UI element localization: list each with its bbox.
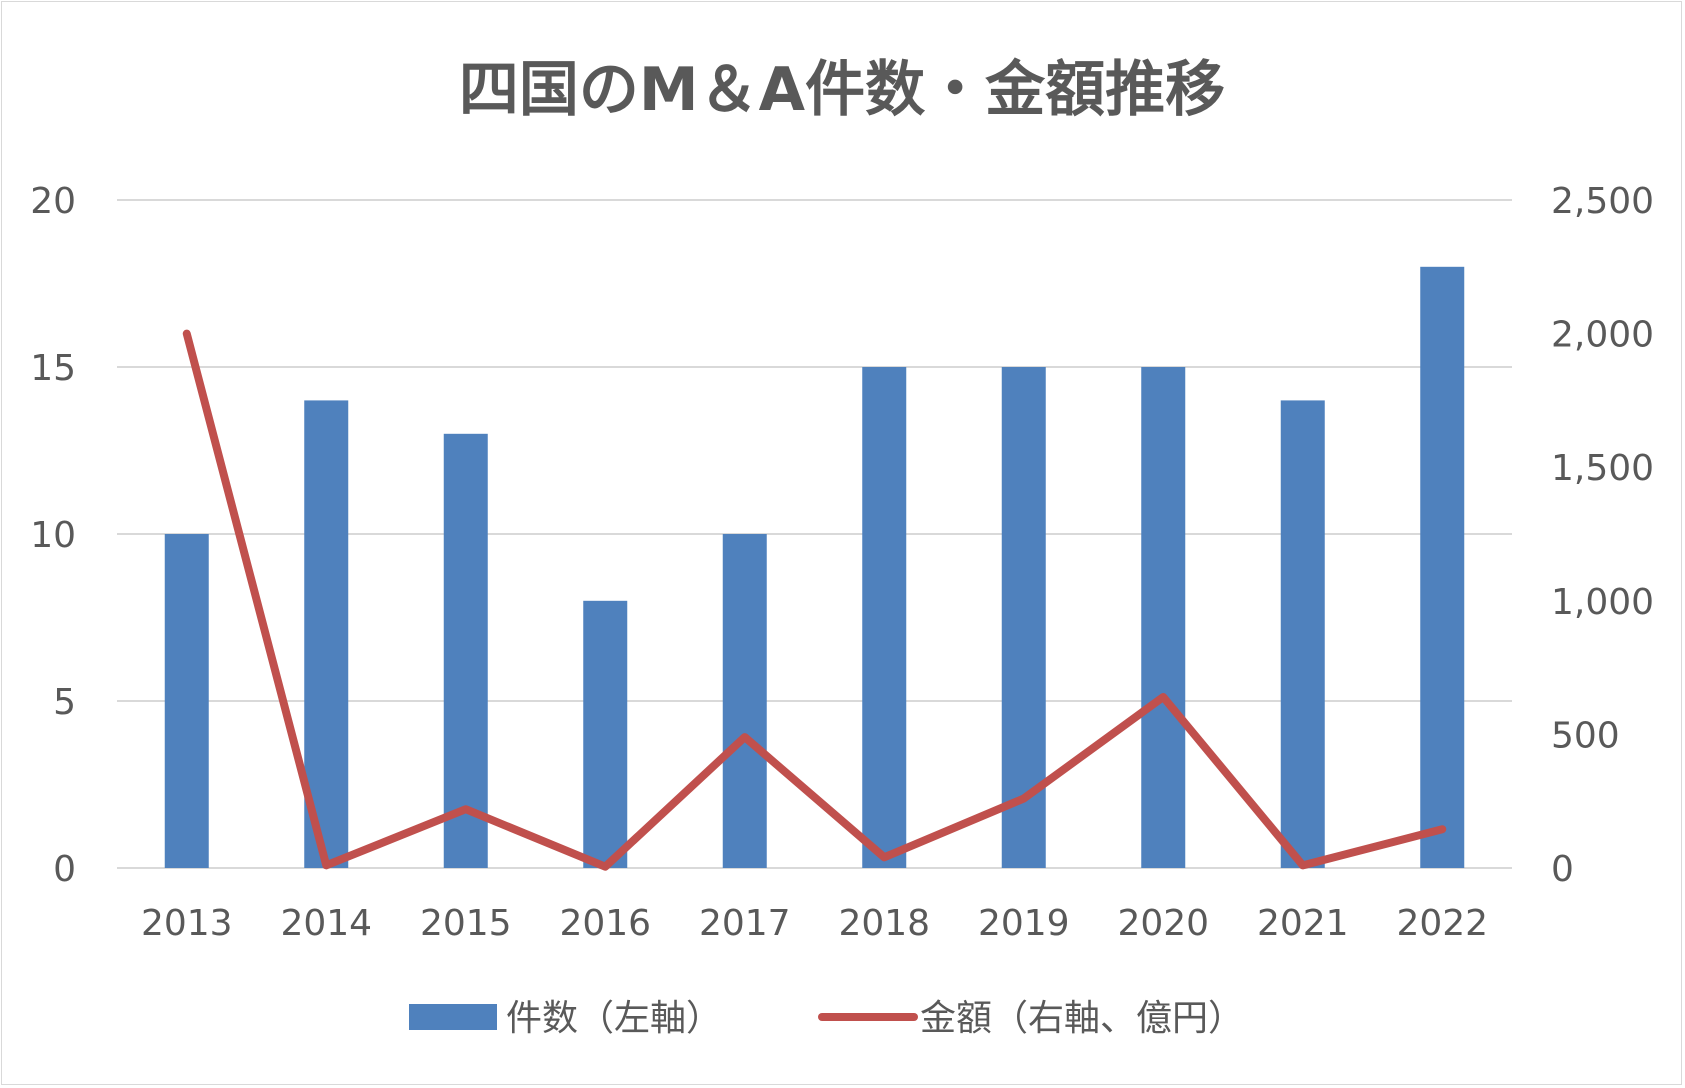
bar bbox=[304, 400, 349, 868]
line-series bbox=[182, 329, 1447, 871]
right-tick-label: 2,500 bbox=[1551, 181, 1654, 222]
right-tick-label: 2,000 bbox=[1551, 315, 1654, 356]
x-tick-label: 2021 bbox=[1257, 903, 1349, 944]
right-tick-label: 1,000 bbox=[1551, 582, 1654, 623]
bar bbox=[722, 534, 767, 868]
right-tick-label: 0 bbox=[1551, 849, 1574, 890]
bar bbox=[1141, 367, 1186, 868]
left-tick-label: 15 bbox=[30, 348, 76, 389]
x-tick-label: 2019 bbox=[978, 903, 1070, 944]
x-tick-label: 2015 bbox=[420, 903, 512, 944]
left-tick-label: 5 bbox=[53, 682, 76, 723]
bar bbox=[443, 433, 488, 868]
legend: 件数（左軸） 金額（右軸、億円） bbox=[409, 998, 1244, 1039]
bar bbox=[583, 600, 628, 868]
bar-series bbox=[164, 266, 1465, 868]
bar bbox=[1420, 266, 1465, 868]
bar bbox=[1280, 400, 1325, 868]
x-tick-label: 2016 bbox=[559, 903, 651, 944]
amount-line bbox=[182, 329, 1447, 871]
x-tick-label: 2022 bbox=[1396, 903, 1488, 944]
bar bbox=[862, 367, 907, 868]
left-axis-ticks: 0 5 10 15 20 bbox=[30, 181, 76, 890]
legend-line-label: 金額（右軸、億円） bbox=[920, 998, 1244, 1039]
x-axis-ticks: 2013 2014 2015 2016 2017 2018 2019 2020 2021 2022 bbox=[141, 903, 1488, 944]
legend-bar-swatch bbox=[409, 1004, 497, 1030]
right-tick-label: 1,500 bbox=[1551, 448, 1654, 489]
left-tick-label: 10 bbox=[30, 515, 76, 556]
bar bbox=[1001, 367, 1046, 868]
right-axis-ticks: 0 500 1,000 1,500 2,000 2,500 bbox=[1551, 181, 1654, 890]
right-tick-label: 500 bbox=[1551, 715, 1620, 756]
left-tick-label: 0 bbox=[53, 849, 76, 890]
x-tick-label: 2017 bbox=[699, 903, 791, 944]
chart-title: 四国のM＆A件数・金額推移 bbox=[459, 55, 1225, 125]
x-tick-label: 2014 bbox=[280, 903, 372, 944]
left-tick-label: 20 bbox=[30, 181, 76, 222]
gridlines bbox=[117, 199, 1512, 869]
bar bbox=[164, 534, 209, 868]
x-tick-label: 2013 bbox=[141, 903, 233, 944]
legend-bar-label: 件数（左軸） bbox=[506, 998, 722, 1039]
x-tick-label: 2020 bbox=[1117, 903, 1209, 944]
x-tick-label: 2018 bbox=[838, 903, 930, 944]
